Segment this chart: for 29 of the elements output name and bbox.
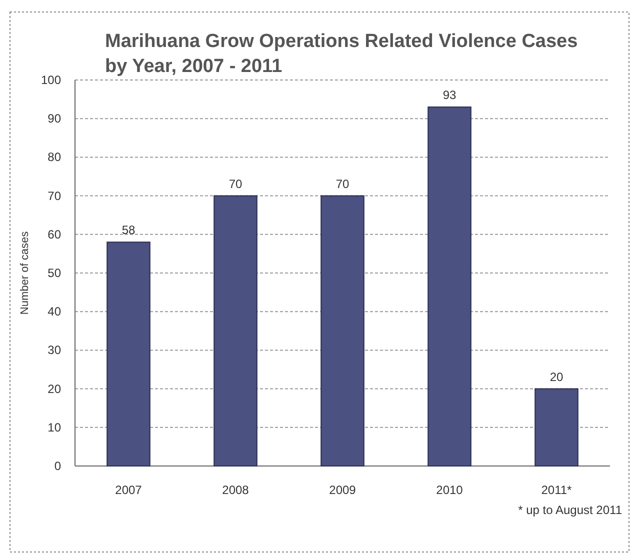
chart-title: Marihuana Grow Operations Related Violence Cases by Year, 2007 - 2011: [105, 31, 578, 77]
bar: [106, 242, 150, 466]
bar: [428, 106, 472, 466]
x-tick-label: 2007: [115, 483, 142, 497]
y-tick-label: 10: [48, 420, 62, 434]
x-tick-label: 2010: [436, 483, 464, 497]
bar: [534, 388, 578, 466]
text: * up to August 2011: [518, 503, 622, 517]
y-tick-label: 80: [48, 150, 62, 164]
x-tick-label: 2011*: [541, 483, 572, 497]
data-label: 58: [122, 223, 136, 238]
y-tick-label: 20: [48, 382, 62, 396]
bar: [320, 195, 364, 466]
y-tick-label: 70: [48, 188, 62, 203]
y-tick-label: 50: [48, 266, 62, 280]
x-tick-label: 2009: [329, 483, 356, 497]
bar: [214, 195, 258, 466]
y-tick-label: 60: [48, 227, 62, 242]
y-axis-title: Number of cases: [19, 230, 31, 315]
y-tick-label: 30: [48, 343, 62, 358]
y-tick-label: 0: [54, 459, 62, 473]
data-label: 20: [550, 370, 564, 384]
y-tick-label: 40: [48, 304, 62, 319]
y-tick-label: 100: [40, 73, 62, 87]
data-label: 70: [228, 176, 242, 191]
data-label: 93: [442, 88, 456, 102]
x-tick-label: 2008: [222, 483, 250, 497]
y-tick-label: 90: [48, 112, 62, 126]
data-label: 70: [336, 176, 350, 191]
